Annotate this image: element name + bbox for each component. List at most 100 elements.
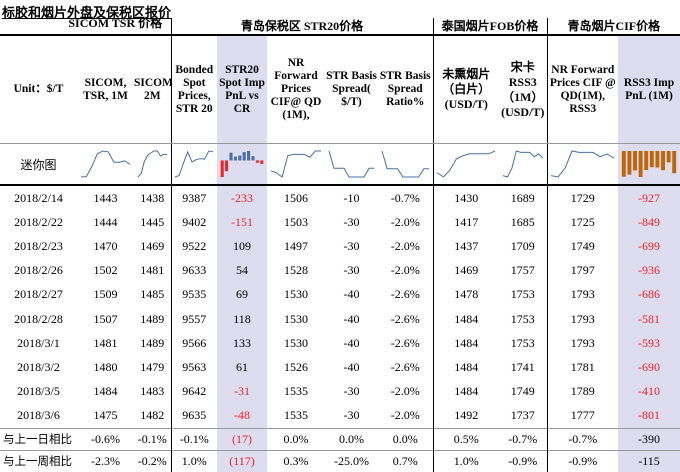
sparkline-bar (260, 160, 264, 164)
cell-basis-ratio: -2.6% (390, 359, 420, 374)
cell-sicom-1m: 1507 (93, 311, 118, 326)
sparkline-bar (233, 156, 237, 161)
cell-sicom-1m: 1509 (93, 287, 118, 302)
group-header-sicom: SICOM TSR 价格 (0, 18, 171, 36)
cell-nr-forward-rss3: 1793 (546, 331, 619, 356)
table-row: 2018/2/26 1502 1481 9633 54 1528 -30 -2.0% 1469 1… (0, 258, 680, 283)
cell-str20-pnl: -31 (217, 379, 267, 404)
cell-bonded-spot: 9566 (170, 331, 217, 356)
cell-sicom-1m: 1443 (93, 190, 118, 205)
cell-bonded-spot: 9635 (170, 403, 217, 429)
cell-nr-forward-rss3: 1781 (546, 355, 619, 380)
cell-str20-pnl: -151 (217, 210, 267, 235)
cell-nr-forward-rss3: 1797 (546, 258, 619, 283)
date-cell: 2018/2/26 (14, 263, 63, 278)
date-cell: 2018/2/14 (14, 190, 63, 205)
cell-sicom-2m: 1483 (140, 384, 165, 399)
cell-nr-forward: 1535 (284, 384, 308, 399)
cell-nr-forward: 1526 (284, 359, 308, 374)
cell-str20-pnl: 61 (217, 355, 267, 380)
summary-sicom-1m: -2.3% (77, 449, 134, 472)
col-header-sicom-2m: SICOM,TSR, 2M (134, 35, 171, 144)
col-header-str20-pnl: STR20 Spot Imp PnL vs CR (217, 35, 267, 144)
cell-str20-pnl: -233 (217, 185, 267, 211)
sparkline-bar (627, 151, 632, 175)
cell-rss3-pnl: -686 (618, 282, 680, 307)
sparkline (436, 150, 496, 178)
cell-basis-ratio: -2.0% (390, 384, 420, 399)
cell-basis-spread: -30 (343, 408, 360, 423)
cell-basis-spread: -10 (343, 190, 360, 205)
page-title: 标胶和烟片外盘及保税区报价 (2, 6, 172, 21)
cell-sicom-2m: 1438 (140, 190, 165, 205)
cell-basis-spread: -40 (343, 335, 360, 350)
cell-nr-forward: 1530 (284, 311, 308, 326)
cell-nr-forward: 1506 (284, 190, 308, 205)
sparkline (502, 150, 544, 178)
summary-basis-ratio: 0.7% (378, 449, 433, 472)
cell-sicom-1m: 1444 (93, 214, 118, 229)
cell-rss3-pnl: -927 (618, 185, 680, 211)
sparkline-cell (499, 143, 548, 186)
col-header-nr-forward-rss3: NR Forward Prices CIF @ QD(1M), RSS3 (546, 35, 619, 144)
cell-basis-spread: -30 (343, 214, 360, 229)
sparkline (270, 150, 321, 178)
sparkline-bar (661, 151, 665, 171)
sparkline-cell (325, 143, 378, 186)
col-header-rss3-pnl: RSS3 Imp PnL (1M) (618, 35, 680, 144)
date-cell: 2018/3/2 (17, 359, 60, 374)
cell-str20-pnl: 69 (217, 282, 267, 307)
cell-sicom-2m: 1485 (140, 287, 165, 302)
cell-rss3-pnl: -936 (618, 258, 680, 283)
sparkline-bar (242, 152, 246, 161)
cell-nr-forward-rss3: 1749 (546, 234, 619, 259)
summary-basis-spread: -25.0% (325, 449, 378, 472)
sparkline-line (328, 150, 374, 178)
col-header-nr-forward: NR Forward Prices CIF@ QD (1M), (267, 35, 325, 144)
sparkline-bar (666, 151, 671, 163)
cell-bonded-spot: 9633 (170, 258, 217, 283)
sparkline-line (436, 150, 496, 178)
date-cell: 2018/3/5 (17, 384, 60, 399)
cell-songkhla-rss3: 1737 (510, 408, 535, 423)
table-row: 2018/3/5 1484 1483 9642 -31 1535 -30 -2.0% 1484 1… (0, 379, 680, 404)
cell-sicom-2m: 1489 (140, 311, 165, 326)
cell-rss3-pnl: -699 (618, 234, 680, 259)
date-cell: 2018/2/28 (14, 311, 63, 326)
cell-basis-ratio: -2.6% (390, 287, 420, 302)
sparkline-bar (644, 151, 649, 171)
cell-bonded-spot: 9402 (170, 210, 217, 235)
summary-row: 与上一周相比 -2.3% -0.2% 1.0% (117) 0.3% -25.0% 0.7% 1… (0, 449, 680, 472)
cell-nr-forward: 1528 (284, 263, 308, 278)
cell-basis-ratio: -2.0% (390, 238, 420, 253)
cell-basis-spread: -40 (343, 287, 360, 302)
cell-rss3-pnl: -410 (618, 379, 680, 404)
sparkline-line (137, 150, 167, 178)
sparkline-cell (378, 143, 433, 186)
date-cell: 2018/2/23 (14, 238, 63, 253)
summary-basis-ratio: 0.0% (378, 427, 433, 451)
summary-sicom-2m: -0.2% (134, 449, 171, 472)
cell-str20-pnl: 133 (217, 331, 267, 356)
sparkline-cell (618, 143, 680, 186)
sparkline-cell (267, 143, 325, 186)
cell-bonded-spot: 9535 (170, 282, 217, 307)
cell-sicom-1m: 1484 (93, 384, 118, 399)
sparkline-cell (217, 143, 267, 186)
cell-basis-ratio: -2.0% (390, 263, 420, 278)
cell-sicom-1m: 1502 (93, 263, 118, 278)
cell-basis-ratio: -2.6% (390, 311, 420, 326)
sparkline-bar (225, 160, 229, 172)
summary-unsmoked-sheet: 0.5% (432, 427, 499, 451)
cell-sicom-2m: 1479 (140, 359, 165, 374)
cell-nr-forward: 1503 (284, 214, 308, 229)
cell-songkhla-rss3: 1749 (510, 384, 535, 399)
cell-str20-pnl: 109 (217, 234, 267, 259)
summary-nr-forward-rss3: -0.7% (546, 427, 619, 451)
price-table: SICOM TSR 价格 青岛保税区 STR20价格 泰国烟片FOB价格 青岛烟… (0, 18, 680, 472)
group-header-row: SICOM TSR 价格 青岛保税区 STR20价格 泰国烟片FOB价格 青岛烟… (0, 18, 680, 36)
sparkline-cell (546, 143, 619, 186)
sparkline-bar (247, 151, 251, 161)
cell-str20-pnl: 118 (217, 306, 267, 332)
col-header-unit: Unit：$/T (0, 35, 77, 144)
